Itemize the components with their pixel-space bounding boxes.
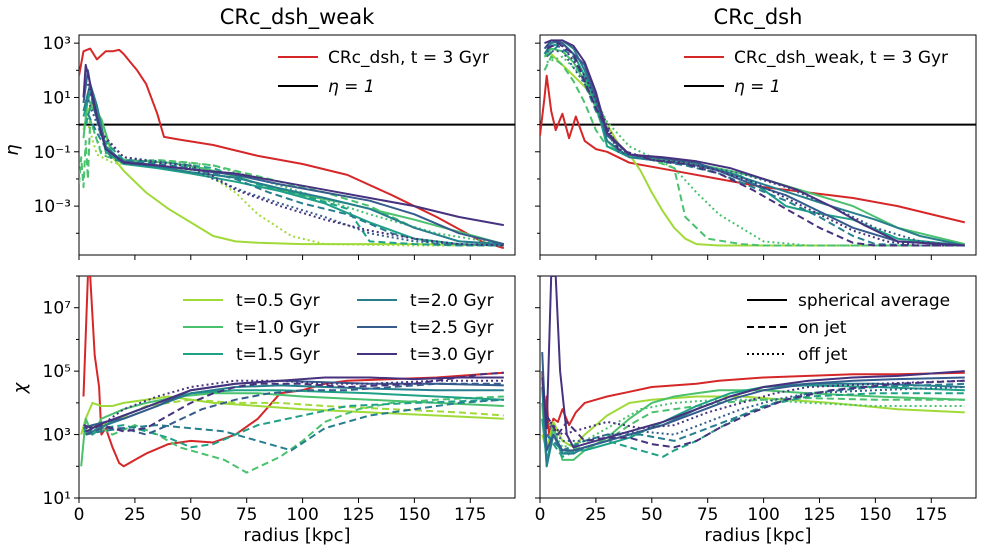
y-tick-label: 10³ (43, 426, 71, 446)
series-line (85, 379, 504, 430)
legend-label: η = 1 (734, 77, 781, 97)
y-tick-label: 10³ (43, 34, 71, 54)
y-tick-label: 10⁻³ (34, 197, 71, 217)
series-line (541, 395, 965, 452)
x-tick-label: 100 (286, 505, 318, 525)
x-tick-label: 150 (859, 505, 891, 525)
xlabel-right: radius [kpc] (704, 525, 811, 546)
axes-frame (78, 275, 516, 499)
x-tick-label: 150 (398, 505, 430, 525)
series-line (86, 113, 504, 247)
series-line (85, 398, 504, 449)
series-line (82, 69, 505, 246)
x-tick-label: 0 (535, 505, 546, 525)
series-line (82, 91, 504, 247)
legend-label: spherical average (798, 291, 950, 311)
legend-label: off jet (798, 345, 848, 365)
series-line (545, 398, 965, 449)
series-line (82, 82, 504, 246)
x-tick-label: 25 (585, 505, 607, 525)
series-line (545, 386, 965, 442)
ylabel-eta: η (2, 144, 23, 155)
legend-label: η = 1 (328, 77, 375, 97)
series-line (541, 352, 965, 452)
series-group (80, 276, 504, 474)
legend-label: t=2.5 Gyr (410, 318, 494, 338)
series-line (543, 42, 965, 247)
series-group (79, 47, 505, 250)
x-tick-label: 50 (180, 505, 202, 525)
title-right: CRc_dsh (714, 5, 803, 30)
legend-time: t=0.5 Gyr t=1.0 Gyr t=1.5 Gyr t=2.0 Gyr … (183, 291, 494, 365)
x-tick-label: 25 (124, 505, 146, 525)
y-tick-label: 10⁵ (43, 362, 71, 382)
series-line (82, 276, 504, 468)
series-line (86, 99, 504, 247)
legend-label: t=1.0 Gyr (236, 318, 320, 338)
ylabel-chi: χ (10, 381, 31, 394)
x-tick-label: 50 (641, 505, 663, 525)
legend-label: t=1.5 Gyr (236, 345, 320, 365)
legend-label: t=2.0 Gyr (410, 291, 494, 311)
series-line (79, 47, 505, 250)
series-group (540, 39, 966, 247)
series-line (84, 107, 504, 246)
series-line (546, 44, 965, 247)
axes-frame (78, 34, 516, 256)
series-line (83, 379, 504, 430)
series-line (544, 39, 965, 247)
panel-eta-strong (535, 34, 977, 260)
legend-label: t=0.5 Gyr (236, 291, 320, 311)
series-line (85, 398, 504, 452)
series-line (85, 382, 504, 436)
series-line (541, 371, 965, 436)
series-line (543, 39, 966, 247)
legend-eta-weak: CRc_dsh, t = 3 Gyr η = 1 (278, 48, 489, 97)
series-line (545, 379, 965, 436)
axes-frame (539, 275, 977, 499)
axes-frame (539, 34, 977, 256)
series-line (545, 392, 965, 458)
x-tick-label: 100 (747, 505, 779, 525)
series-line (546, 44, 965, 247)
x-tick-label: 175 (454, 505, 486, 525)
x-tick-label: 125 (803, 505, 835, 525)
series-line (545, 379, 965, 449)
series-line (83, 384, 504, 433)
panel-chi-strong: 0 25 50 75 100 125 150 175 (535, 275, 977, 525)
x-tick-label: 0 (74, 505, 85, 525)
series-line (543, 39, 965, 247)
legend-eta-strong: CRc_dsh_weak, t = 3 Gyr η = 1 (684, 48, 948, 97)
x-tick-label: 175 (915, 505, 947, 525)
x-tick-label: 75 (697, 505, 719, 525)
legend-linestyle: spherical average on jet off jet (747, 291, 950, 365)
title-left: CRc_dsh_weak (220, 5, 375, 30)
legend-label: CRc_dsh_weak, t = 3 Gyr (734, 48, 948, 68)
series-line (80, 395, 504, 435)
panel-eta-weak: 10³ 10¹ 10⁻¹ 10⁻³ (34, 34, 516, 260)
x-tick-label: 125 (342, 505, 374, 525)
y-tick-label: 10⁻¹ (34, 143, 71, 163)
series-line (541, 276, 965, 449)
legend-label: CRc_dsh, t = 3 Gyr (328, 48, 489, 68)
y-tick-label: 10¹ (43, 88, 71, 108)
panel-chi-weak: 0 25 50 75 100 125 150 175 10⁷ 10⁵ 10³ 10¹ (43, 275, 516, 525)
legend-label: t=3.0 Gyr (410, 345, 494, 365)
series-group (541, 276, 965, 468)
series-line (82, 96, 505, 246)
series-line (84, 99, 504, 247)
legend-label: on jet (798, 318, 847, 338)
series-line (82, 63, 504, 227)
xlabel-left: radius [kpc] (243, 525, 350, 546)
series-line (540, 74, 966, 224)
y-tick-label: 10¹ (43, 489, 71, 509)
y-tick-label: 10⁷ (43, 299, 72, 319)
x-tick-label: 75 (236, 505, 258, 525)
series-line (544, 53, 965, 247)
series-line (82, 395, 504, 474)
